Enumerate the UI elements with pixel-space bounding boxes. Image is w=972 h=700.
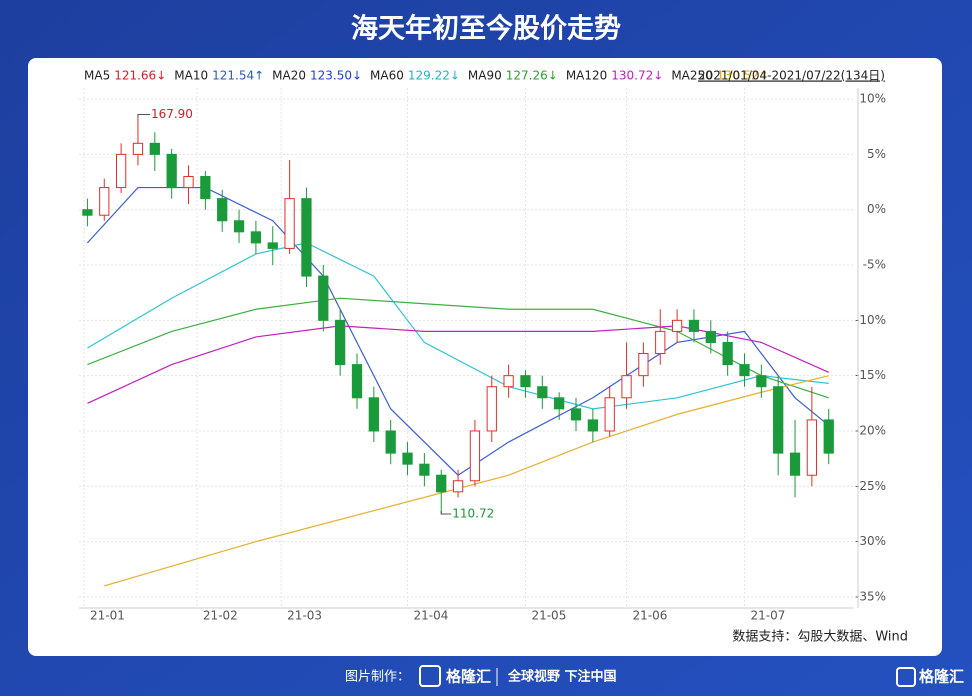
legend-name: MA60 xyxy=(370,69,404,83)
legend-value: 130.52↑ xyxy=(717,69,769,83)
candle-body xyxy=(335,319,346,366)
logo: 格隆汇 xyxy=(919,668,964,686)
candle-body xyxy=(183,176,194,189)
candle-body xyxy=(520,375,531,388)
candle-body xyxy=(587,419,598,432)
candle-body xyxy=(318,275,329,321)
x-tick-label: 21-06 xyxy=(633,609,668,623)
annotation: 110.72 xyxy=(452,506,494,520)
candle-body xyxy=(621,375,632,399)
candle-body xyxy=(486,386,497,432)
x-tick-label: 21-04 xyxy=(414,609,449,623)
candle-body xyxy=(301,198,312,277)
page-title: 海天年初至今股价走势 xyxy=(351,13,621,45)
candle-body xyxy=(132,142,144,155)
x-tick-label: 21-07 xyxy=(750,609,785,623)
candle-body xyxy=(554,397,565,410)
legend-value: 127.26↓ xyxy=(506,69,558,83)
candle-body xyxy=(166,153,177,189)
y-tick-label: -20% xyxy=(855,423,886,437)
x-tick-label: 21-03 xyxy=(287,609,322,623)
candle-body xyxy=(806,419,818,476)
annotation-leader xyxy=(440,510,452,515)
candle-body xyxy=(503,375,514,388)
candle-body xyxy=(385,430,396,454)
brand-icon xyxy=(419,665,441,687)
ma-line xyxy=(87,297,829,399)
legend-value: 129.22↓ xyxy=(408,69,460,83)
candle-body xyxy=(419,463,430,476)
made-by: 图片制作： xyxy=(345,670,410,685)
x-tick-label: 21-01 xyxy=(90,609,125,623)
candle-body xyxy=(537,386,548,399)
candle-body xyxy=(688,319,700,332)
y-tick-label: -10% xyxy=(855,313,886,327)
candle-body xyxy=(200,176,211,200)
candle-body xyxy=(267,242,278,249)
y-tick-label: -35% xyxy=(855,589,886,603)
y-tick-label: -30% xyxy=(855,534,886,548)
legend-name: MA250 xyxy=(671,69,712,83)
legend-name: MA5 xyxy=(84,69,110,83)
y-tick-label: -25% xyxy=(855,479,886,493)
candle-body xyxy=(217,198,228,222)
candle-body xyxy=(115,153,127,189)
date-range: 2021/01/04-2021/07/22(134日) xyxy=(698,69,885,83)
ma-line xyxy=(87,325,829,404)
brand: 格隆汇 xyxy=(446,668,491,686)
candle-body xyxy=(368,397,379,432)
candle-body xyxy=(402,452,413,465)
slogan: 全球视野 下注中国 xyxy=(507,669,617,685)
legend-name: MA10 xyxy=(174,69,208,83)
legend-name: MA20 xyxy=(272,69,306,83)
candle-body xyxy=(773,386,784,454)
candle-body xyxy=(705,330,716,343)
annotation-leader xyxy=(137,114,150,118)
candle-body xyxy=(233,220,245,233)
candle-body xyxy=(739,364,750,377)
candle-body xyxy=(250,231,262,244)
candle-body xyxy=(671,319,683,332)
candle-body xyxy=(469,430,481,482)
candle-body xyxy=(570,408,582,421)
candle-body xyxy=(452,480,464,493)
y-tick-label: -5% xyxy=(863,258,886,272)
candle-body xyxy=(604,397,615,432)
panel xyxy=(28,58,942,656)
candle-body xyxy=(789,452,801,476)
legend-value: 123.50↓ xyxy=(310,69,362,83)
x-tick-label: 21-02 xyxy=(203,609,238,623)
legend-value: 130.72↓ xyxy=(611,69,663,83)
candle-body xyxy=(756,375,767,388)
candle-body xyxy=(351,364,363,399)
source: 数据支持：勾股大数据、Wind xyxy=(732,630,908,645)
candle-body xyxy=(436,474,447,493)
legend-value: 121.54↑ xyxy=(212,69,264,83)
candle-body xyxy=(284,198,295,249)
candle-body xyxy=(149,142,160,155)
ma-line xyxy=(87,242,829,410)
y-tick-label: 0% xyxy=(867,202,886,216)
legend-name: MA120 xyxy=(566,69,607,83)
y-tick-label: 10% xyxy=(859,92,886,106)
y-tick-label: -15% xyxy=(855,368,886,382)
candle-body xyxy=(655,330,666,355)
legend-value: 121.66↓ xyxy=(114,69,166,83)
candle-body xyxy=(638,353,649,377)
candle-body xyxy=(722,341,733,366)
candle-body xyxy=(99,187,110,216)
x-tick-label: 21-05 xyxy=(531,609,566,623)
legend-name: MA90 xyxy=(468,69,502,83)
ma-line xyxy=(104,375,829,587)
annotation: 167.90 xyxy=(151,107,193,121)
candle-body xyxy=(823,419,834,454)
candle-body xyxy=(82,209,93,216)
logo-icon xyxy=(896,667,916,687)
y-tick-label: 5% xyxy=(867,147,886,161)
